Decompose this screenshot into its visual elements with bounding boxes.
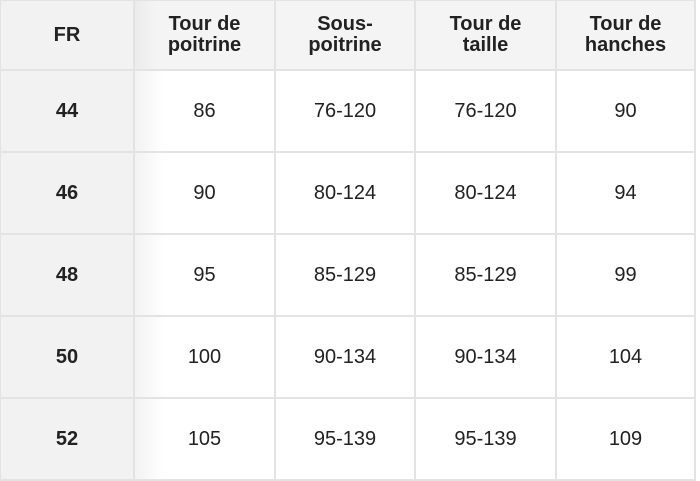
table-body: 44 86 76-120 76-120 90 46 90 80-124 80-124 94 48 95… [0, 69, 696, 481]
table-row: 48 95 85-129 85-129 99 [0, 233, 696, 317]
header-fr: FR [0, 0, 135, 71]
table-row: 44 86 76-120 76-120 90 [0, 69, 696, 153]
measurement-cell: 95 [133, 233, 276, 317]
measurement-cell: 86 [133, 69, 276, 153]
measurement-cell: 99 [555, 233, 696, 317]
measurement-cell: 105 [133, 397, 276, 481]
table-row: 52 105 95-139 95-139 109 [0, 397, 696, 481]
header-row: FR Tour de poitrine Sous-poitrine Tour de tai… [0, 0, 696, 71]
measurement-cell: 109 [555, 397, 696, 481]
table-row: 50 100 90-134 90-134 104 [0, 315, 696, 399]
measurement-cell: 104 [555, 315, 696, 399]
measurement-cell: 85-129 [414, 233, 557, 317]
measurement-cell: 90 [133, 151, 276, 235]
header-tour-de-hanches: Tour de hanches [555, 0, 696, 71]
measurement-cell: 100 [133, 315, 276, 399]
measurement-cell: 85-129 [274, 233, 416, 317]
size-cell: 52 [0, 397, 135, 481]
measurement-cell: 90 [555, 69, 696, 153]
measurement-cell: 95-139 [414, 397, 557, 481]
size-cell: 48 [0, 233, 135, 317]
measurement-cell: 80-124 [274, 151, 416, 235]
measurement-cell: 90-134 [274, 315, 416, 399]
table-row: 46 90 80-124 80-124 94 [0, 151, 696, 235]
measurement-cell: 90-134 [414, 315, 557, 399]
size-cell: 44 [0, 69, 135, 153]
header-tour-de-poitrine: Tour de poitrine [133, 0, 276, 71]
measurement-cell: 76-120 [414, 69, 557, 153]
measurement-cell: 94 [555, 151, 696, 235]
measurement-cell: 95-139 [274, 397, 416, 481]
header-sous-poitrine: Sous-poitrine [274, 0, 416, 71]
measurement-cell: 80-124 [414, 151, 557, 235]
size-cell: 46 [0, 151, 135, 235]
size-cell: 50 [0, 315, 135, 399]
header-tour-de-taille: Tour de taille [414, 0, 557, 71]
measurement-cell: 76-120 [274, 69, 416, 153]
